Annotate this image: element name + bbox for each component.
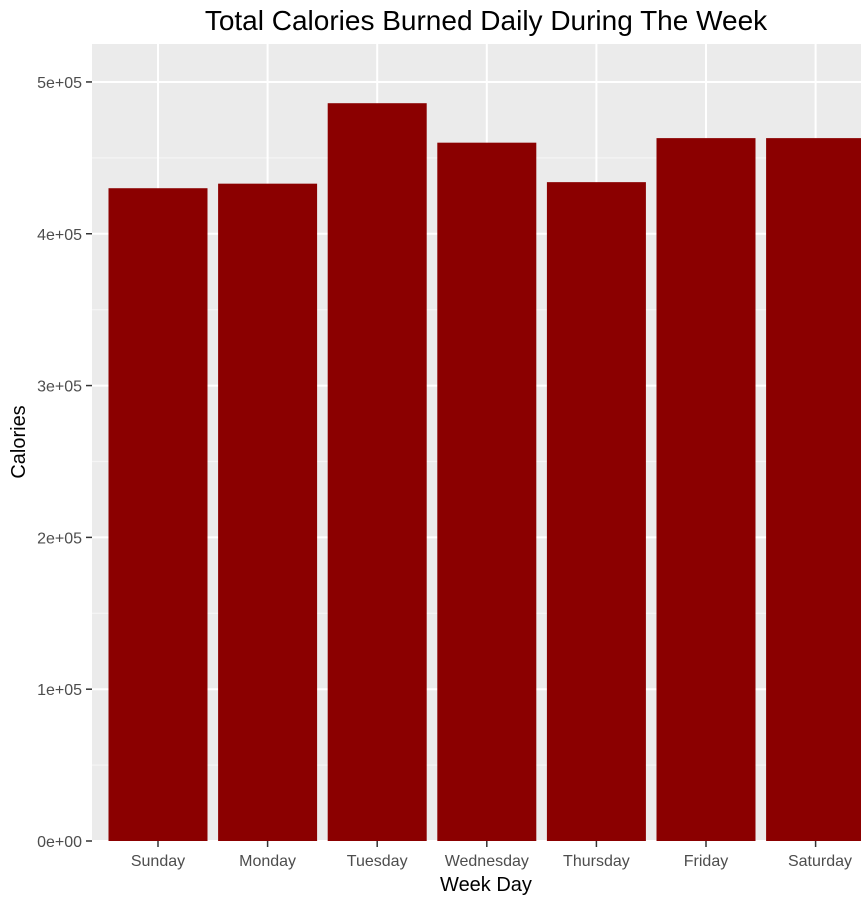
x-tick-label: Wednesday <box>445 853 529 870</box>
x-tick-label: Sunday <box>131 853 185 870</box>
x-tick-label: Tuesday <box>347 853 408 870</box>
y-tick-label: 5e+05 <box>37 75 82 92</box>
y-tick-label: 1e+05 <box>37 682 82 699</box>
y-tick-label: 0e+00 <box>37 834 82 851</box>
x-tick-label: Thursday <box>563 853 630 870</box>
bar-tuesday <box>327 103 427 842</box>
x-tick-label: Friday <box>684 853 728 870</box>
y-tick-label: 3e+05 <box>37 379 82 396</box>
y-tick-label: 4e+05 <box>37 227 82 244</box>
bar-thursday <box>546 182 646 841</box>
x-axis-title: Week Day <box>440 874 532 896</box>
x-tick-label: Saturday <box>788 853 852 870</box>
y-axis-ticks: 0e+00 1e+05 2e+05 3e+05 4e+05 5e+05 <box>37 75 92 851</box>
y-tick-label: 2e+05 <box>37 530 82 547</box>
y-axis-title: Calories <box>8 405 30 478</box>
bar-sunday <box>108 188 208 841</box>
bar-wednesday <box>437 142 537 841</box>
x-axis-ticks: Sunday Monday Tuesday Wednesday Thursday Frid… <box>131 841 852 870</box>
bar-monday <box>218 183 318 841</box>
chart-title: Total Calories Burned Daily During The W… <box>205 5 768 36</box>
bar-saturday <box>766 138 861 842</box>
bar-friday <box>656 138 756 842</box>
bars <box>108 103 861 842</box>
x-tick-label: Monday <box>239 853 296 870</box>
